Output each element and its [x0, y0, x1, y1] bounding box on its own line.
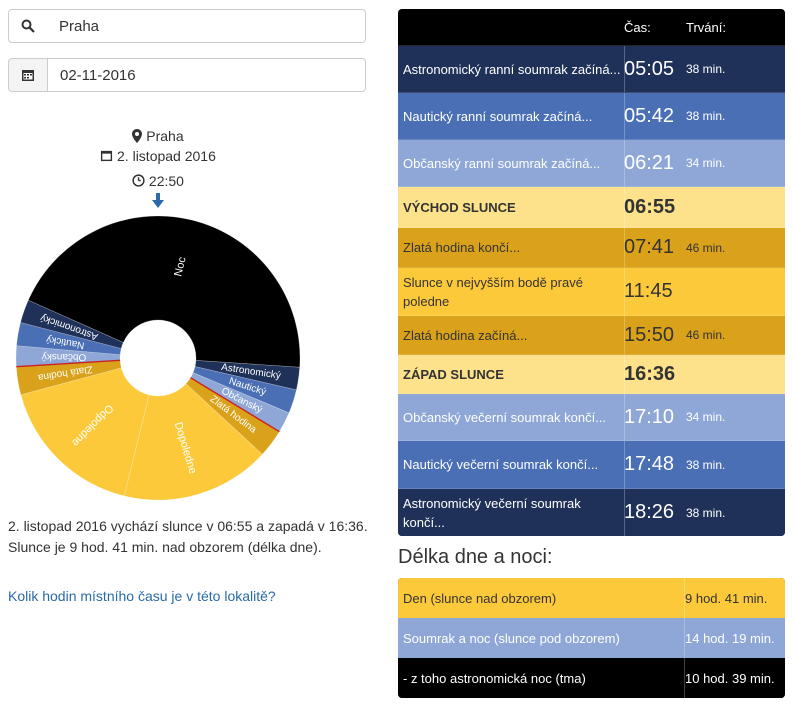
- table-row: Zlatá hodina začíná... 15:50 46 min.: [398, 316, 785, 355]
- table-row: ZÁPAD SLUNCE 16:36: [398, 355, 785, 394]
- wheel-afternoon-segment: [20, 367, 150, 497]
- info-time-text: 22:50: [148, 173, 184, 189]
- wheel-nautical-morning-segment: [192, 366, 297, 414]
- wheel-sunset-marker: [16, 359, 121, 368]
- wheel-golden-evening-segment: [16, 360, 122, 396]
- wheel-label-civil-evening: Občanský: [42, 351, 87, 363]
- search-icon: [9, 10, 47, 42]
- table-row: Astronomický večerní soumrak končí... 18:…: [398, 489, 785, 536]
- table-row: Zlatá hodina končí... 07:41 46 min.: [398, 228, 785, 268]
- wheel-nautical-evening-segment: [16, 322, 122, 356]
- description-line-1: 2. listopad 2016 vychází slunce v 06:55 …: [8, 518, 368, 534]
- col-time-header: Čas:: [624, 19, 651, 35]
- info-time: 22:50: [0, 173, 316, 189]
- table-row: Občanský večerní soumrak končí... 17:10 34…: [398, 394, 785, 441]
- calendar-icon: [101, 150, 113, 162]
- wheel-forenoon-segment: [123, 383, 263, 501]
- location-input[interactable]: Praha: [59, 17, 100, 35]
- info-location-text: Praha: [146, 128, 184, 144]
- table-header: Čas: Trvání:: [398, 9, 785, 46]
- daynight-row: Soumrak a noc (slunce pod obzorem) 14 hod…: [398, 618, 785, 658]
- daynight-table: Den (slunce nad obzorem) 9 hod. 41 min. S…: [398, 578, 785, 698]
- local-time-link[interactable]: Kolik hodin místního času je v této loka…: [8, 588, 276, 604]
- info-location: Praha: [0, 128, 316, 144]
- info-date-text: 2. listopad 2016: [117, 148, 216, 164]
- wheel-astro-evening-segment: [20, 299, 124, 349]
- daynight-row: - z toho astronomická noc (tma) 10 hod. 3…: [398, 658, 785, 698]
- wheel-label-noc: Noc: [172, 255, 188, 277]
- map-marker-icon: [132, 129, 143, 143]
- table-row: Astronomický ranní soumrak začíná... 05:0…: [398, 46, 785, 93]
- table-row: Slunce v nejvyšším bodě pravé poledne 11:…: [398, 268, 785, 316]
- location-search-field[interactable]: Praha: [8, 9, 366, 43]
- date-field[interactable]: 02-11-2016: [8, 58, 366, 92]
- calendar-icon: [9, 59, 48, 91]
- col-duration-header: Trvání:: [686, 19, 726, 35]
- wheel-golden-morning-segment: [185, 377, 280, 455]
- table-row: Nautický večerní soumrak končí... 17:48 38…: [398, 441, 785, 489]
- table-row: VÝCHOD SLUNCE 06:55: [398, 187, 785, 228]
- arrow-down-icon: [152, 193, 164, 208]
- info-date: 2. listopad 2016: [0, 148, 316, 164]
- clock-icon: [132, 174, 145, 187]
- twilight-table: Čas: Trvání: Astronomický ranní soumrak …: [398, 9, 785, 536]
- wheel-sunrise-marker: [190, 377, 280, 433]
- wheel-astro-morning-segment: [194, 360, 300, 391]
- daynight-row: Den (slunce nad obzorem) 9 hod. 41 min.: [398, 578, 785, 618]
- wheel-night-segment: [27, 215, 300, 368]
- daynight-title: Délka dne a noci:: [398, 546, 553, 568]
- table-row: Nautický ranní soumrak začíná... 05:42 38 …: [398, 93, 785, 140]
- table-row: Občanský ranní soumrak začíná... 06:21 34 …: [398, 140, 785, 187]
- date-input[interactable]: 02-11-2016: [60, 66, 136, 84]
- description-line-2: Slunce je 9 hod. 41 min. nad obzorem (dé…: [8, 539, 322, 555]
- day-description: 2. listopad 2016 vychází slunce v 06:55 …: [8, 516, 378, 558]
